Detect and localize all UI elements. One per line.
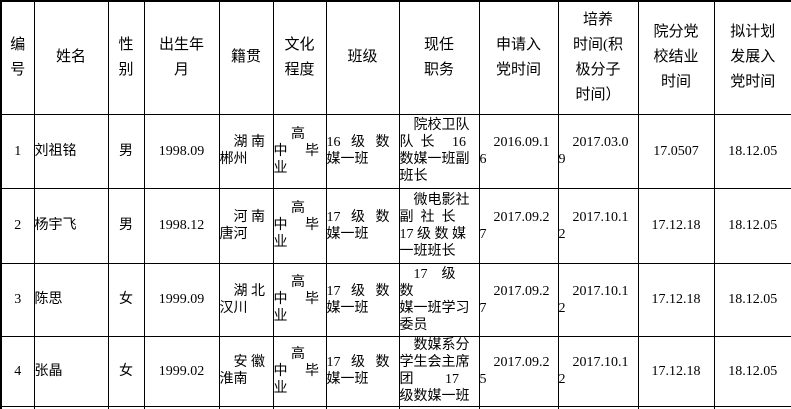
header-education: 文化 程度 bbox=[272, 0, 327, 115]
cell-apply-date: 2017.09.2 5 bbox=[478, 335, 559, 407]
cell-id: 4 bbox=[0, 335, 35, 407]
cell-apply-date: 2016.09.1 6 bbox=[478, 113, 559, 189]
cell-education: 高 中 毕 业 bbox=[272, 262, 327, 337]
header-row: 编 号姓名性 别出生年 月籍贯 文化 程度 班级 现任 职务 申请入 党时间 培养 时间(… bbox=[0, 0, 791, 115]
cell-class: 17 级 数 媒一班 bbox=[325, 262, 400, 337]
cell-planned-date: 18.12.05 bbox=[713, 335, 791, 407]
cell-training-date: 2017.10.1 2 bbox=[557, 335, 639, 407]
cell-name: 杨宇飞 bbox=[33, 187, 109, 264]
cell-birth-date: 1998.12 bbox=[143, 187, 220, 264]
cell-class: 17 级 数 媒一班 bbox=[325, 335, 400, 407]
table-row: 4 张晶女 1999.02 安 徽 淮南 高 中 毕 业 17 级 数 媒一班 数媒系… bbox=[0, 335, 791, 407]
cell-name: 张晶 bbox=[33, 335, 109, 407]
table-row-partial bbox=[0, 405, 791, 409]
table-row: 3 陈思女 1999.09 湖 北 汉川 高 中 毕 业 17 级 数 媒一班 17 … bbox=[0, 262, 791, 337]
cell-planned-date: 18.12.05 bbox=[713, 262, 791, 337]
header-completion-date: 院分党 校结业 时间 bbox=[637, 0, 715, 115]
cell-native-place: 湖 南 郴州 bbox=[218, 113, 274, 189]
cell-current-position: 微电影社 副 社 长 17 级 数 媒 一班班长 bbox=[398, 187, 480, 264]
cell-completion-date: 17.12.18 bbox=[637, 187, 715, 264]
roster-table-body: 1 刘祖铭男 1998.09 湖 南 郴州 高 中 毕 业 16 级 数 媒一班 院校… bbox=[0, 113, 791, 409]
cell-completion-date: 17.12.18 bbox=[637, 262, 715, 337]
cell-education: 高 中 毕 业 bbox=[272, 335, 327, 407]
cell-id: 1 bbox=[0, 113, 35, 189]
cell-class: 17 级 数 媒一班 bbox=[325, 187, 400, 264]
table-row: 1 刘祖铭男 1998.09 湖 南 郴州 高 中 毕 业 16 级 数 媒一班 院校… bbox=[0, 113, 791, 189]
table-row: 2 杨宇飞男 1998.12 河 南 唐河 高 中 毕 业 17 级 数 媒一班 微电… bbox=[0, 187, 791, 264]
cell-training-date: 2017.10.1 2 bbox=[557, 187, 639, 264]
header-native-place: 籍贯 bbox=[218, 0, 274, 115]
cell-class: 16 级 数 媒一班 bbox=[325, 113, 400, 189]
cell-planned-date: 18.12.05 bbox=[713, 187, 791, 264]
cell-native-place: 湖 北 汉川 bbox=[218, 262, 274, 337]
cell-native-place: 安 徽 淮南 bbox=[218, 335, 274, 407]
header-current-position: 现任 职务 bbox=[398, 0, 480, 115]
cell-education: 高 中 毕 业 bbox=[272, 187, 327, 264]
cell-gender: 女 bbox=[107, 262, 145, 337]
header-apply-date: 申请入 党时间 bbox=[478, 0, 559, 115]
cell-education: 高 中 毕 业 bbox=[272, 113, 327, 189]
header-name: 姓名 bbox=[33, 0, 109, 115]
cell-id: 3 bbox=[0, 262, 35, 337]
cell-apply-date: 2017.09.2 7 bbox=[478, 187, 559, 264]
cell-native-place: 河 南 唐河 bbox=[218, 187, 274, 264]
cell-birth-date: 1999.02 bbox=[143, 335, 220, 407]
cell-gender: 男 bbox=[107, 187, 145, 264]
cell-completion-date: 17.12.18 bbox=[637, 335, 715, 407]
cell-gender: 男 bbox=[107, 113, 145, 189]
cell-name: 刘祖铭 bbox=[33, 113, 109, 189]
cell-current-position: 17 级 数 媒一班学习 委员 bbox=[398, 262, 480, 337]
cell-name: 陈思 bbox=[33, 262, 109, 337]
roster-table-head: 编 号姓名性 别出生年 月籍贯 文化 程度 班级 现任 职务 申请入 党时间 培养 时间(… bbox=[0, 0, 791, 115]
header-id: 编 号 bbox=[0, 0, 35, 115]
cell-birth-date: 1998.09 bbox=[143, 113, 220, 189]
cell-completion-date: 17.0507 bbox=[637, 113, 715, 189]
cell-gender: 女 bbox=[107, 335, 145, 407]
header-birth-date: 出生年 月 bbox=[143, 0, 220, 115]
cell-apply-date: 2017.09.2 7 bbox=[478, 262, 559, 337]
cell-current-position: 数媒系分 学生会主席 团 17 级数媒一班 bbox=[398, 335, 480, 407]
cell-empty bbox=[713, 405, 791, 409]
header-class: 班级 bbox=[325, 0, 400, 115]
cell-training-date: 2017.10.1 2 bbox=[557, 262, 639, 337]
header-planned-date: 拟计划 发展入 党时间 bbox=[713, 0, 791, 115]
cell-current-position: 院校卫队 队 长 16 数媒一班副 班长 bbox=[398, 113, 480, 189]
cell-training-date: 2017.03.0 9 bbox=[557, 113, 639, 189]
cell-id: 2 bbox=[0, 187, 35, 264]
header-gender: 性 别 bbox=[107, 0, 145, 115]
cell-birth-date: 1999.09 bbox=[143, 262, 220, 337]
header-training-date: 培养 时间(积 极分子 时间） bbox=[557, 0, 639, 115]
cell-planned-date: 18.12.05 bbox=[713, 113, 791, 189]
